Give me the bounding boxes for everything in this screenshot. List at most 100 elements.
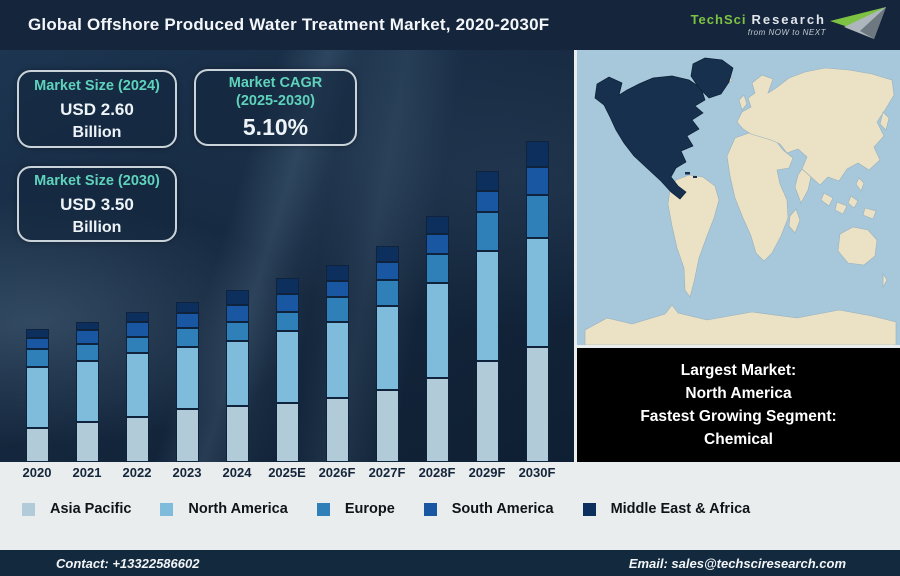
bar-segment-2027F-middle-east-africa (375, 246, 399, 262)
chart-panel: Market Size (2024) USD 2.60 Billion Mark… (0, 50, 574, 462)
x-axis-label-2025E: 2025E (268, 465, 306, 480)
bar-segment-2026F-asia-pacific (325, 398, 349, 462)
bar-2020 (25, 329, 49, 462)
bar-segment-2027F-europe (375, 280, 399, 306)
footer-contact: Contact: +13322586602 (56, 555, 200, 571)
legend-swatch-icon (423, 502, 437, 516)
map-japan (879, 111, 890, 131)
bar-segment-2028F-north-america (425, 283, 449, 378)
x-axis-label-2028F: 2028F (418, 465, 456, 480)
bar-segment-2029F-asia-pacific (475, 361, 499, 462)
map-eurasia (736, 67, 895, 186)
market-size-2030-value: USD 3.50 (60, 194, 134, 214)
market-cagr-value: 5.10% (242, 114, 309, 140)
market-size-2030-unit: Billion (72, 218, 122, 236)
market-cagr-subtitle: (2025-2030) (236, 93, 315, 109)
legend-label: Europe (344, 501, 395, 517)
bar-segment-2025E-north-america (275, 331, 299, 403)
bar-segment-2022-europe (125, 337, 149, 353)
bar-segment-2030F-middle-east-africa (525, 141, 549, 167)
bar-2023 (175, 302, 199, 462)
x-axis-label-2027F: 2027F (368, 465, 406, 480)
map-madagascar (788, 208, 801, 234)
bar-segment-2025E-europe (275, 312, 299, 331)
map-australia (837, 226, 878, 266)
bar-2022 (125, 312, 149, 462)
legend-label: North America (188, 501, 288, 517)
map-africa (726, 132, 794, 262)
bar-segment-2027F-north-america (375, 306, 399, 390)
bar-segment-2028F-asia-pacific (425, 378, 449, 462)
bar-segment-2023-asia-pacific (175, 409, 199, 462)
bar-segment-2022-south-america (125, 322, 149, 337)
map-new-guinea (862, 207, 877, 220)
market-size-2030-box: Market Size (2030) USD 3.50 Billion (17, 166, 177, 242)
bar-segment-2027F-south-america (375, 262, 399, 280)
legend-item-middle-east-africa: Middle East & Africa (582, 501, 751, 517)
bar-segment-2029F-north-america (475, 251, 499, 361)
bar-segment-2023-south-america (175, 313, 199, 328)
market-size-2030-title: Market Size (2030) (34, 172, 160, 189)
bar-segment-2027F-asia-pacific (375, 390, 399, 462)
x-axis-label-2022: 2022 (122, 465, 152, 480)
bar-segment-2020-north-america (25, 367, 49, 428)
legend-label: Middle East & Africa (610, 501, 751, 517)
market-size-2024-box: Market Size (2024) USD 2.60 Billion (17, 70, 177, 148)
x-axis-label-2020: 2020 (22, 465, 52, 480)
footer-bar: Contact: +13322586602 Email: sales@techs… (0, 550, 900, 576)
world-map (577, 50, 900, 345)
bar-segment-2020-south-america (25, 338, 49, 349)
market-size-2024-value: USD 2.60 (60, 99, 134, 119)
bar-segment-2025E-asia-pacific (275, 403, 299, 462)
x-axis-label-2024: 2024 (222, 465, 252, 480)
bar-2029F (475, 171, 499, 462)
bar-2024 (225, 290, 249, 462)
map-antarctica (584, 304, 897, 345)
footer-email: Email: sales@techsciresearch.com (628, 555, 846, 571)
bar-segment-2022-asia-pacific (125, 417, 149, 462)
bar-segment-2029F-south-america (475, 191, 499, 212)
market-cagr-title: Market CAGR (228, 75, 323, 91)
chart-legend: Asia Pacific North America Europe South Ame… (22, 501, 750, 517)
x-axis-label-2023: 2023 (172, 465, 202, 480)
callout-line-largest-market-value: North America (685, 385, 792, 402)
logo-tagline: from NOW to NEXT (747, 28, 826, 37)
map-caribbean (685, 172, 690, 175)
bar-segment-2024-europe (225, 322, 249, 341)
bar-segment-2022-middle-east-africa (125, 312, 149, 322)
page-title: Global Offshore Produced Water Treatment… (28, 15, 550, 34)
legend-item-south-america: South America (423, 501, 554, 517)
x-axis-label-2030F: 2030F (518, 465, 556, 480)
bar-segment-2022-north-america (125, 353, 149, 417)
techsci-logo: TechSci Research from NOW to NEXT (691, 5, 894, 45)
bar-segment-2028F-middle-east-africa (425, 216, 449, 234)
logo-brand-secondary: Research (751, 12, 826, 27)
bar-segment-2029F-europe (475, 212, 499, 251)
bar-segment-2024-middle-east-africa (225, 290, 249, 305)
bar-segment-2024-south-america (225, 305, 249, 322)
bar-segment-2028F-south-america (425, 234, 449, 254)
x-axis-label-2021: 2021 (72, 465, 102, 480)
legend-swatch-icon (22, 502, 35, 516)
bar-segment-2020-middle-east-africa (25, 329, 49, 338)
callout-box: Largest Market: North America Fastest Gr… (577, 345, 900, 462)
bar-segment-2024-asia-pacific (225, 406, 249, 462)
bar-segment-2023-europe (175, 328, 199, 347)
bar-segment-2030F-asia-pacific (525, 347, 549, 462)
map-borneo (834, 201, 848, 215)
x-axis-label-2029F: 2029F (468, 465, 506, 480)
legend-swatch-icon (160, 502, 174, 516)
logo-brand-primary: TechSci (690, 12, 747, 27)
x-axis-label-2026F: 2026F (318, 465, 356, 480)
bar-segment-2021-europe (75, 344, 99, 361)
legend-label: Asia Pacific (50, 501, 132, 517)
bar-segment-2023-middle-east-africa (175, 302, 199, 313)
bar-2021 (75, 322, 99, 462)
map-south-america (667, 174, 720, 298)
bar-segment-2026F-north-america (325, 322, 349, 398)
side-panel: Largest Market: North America Fastest Gr… (574, 50, 900, 462)
legend-item-europe: Europe (316, 501, 395, 517)
market-size-2024-unit: Billion (72, 123, 122, 141)
map-sulawesi (847, 195, 859, 209)
